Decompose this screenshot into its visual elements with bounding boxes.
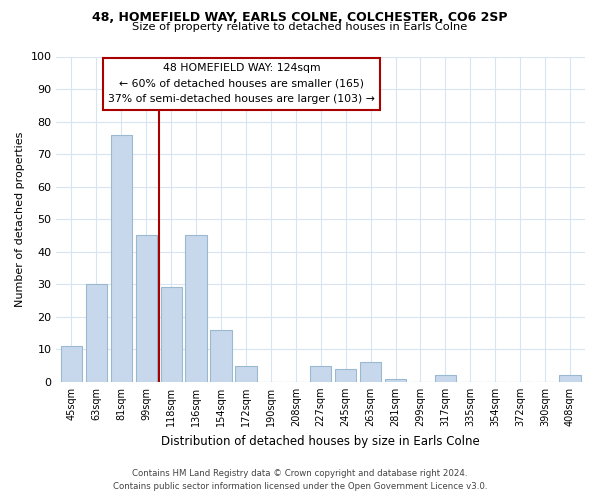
Bar — [110, 134, 132, 382]
Bar — [61, 346, 82, 382]
Bar — [360, 362, 381, 382]
Text: Size of property relative to detached houses in Earls Colne: Size of property relative to detached ho… — [133, 22, 467, 32]
Bar — [385, 378, 406, 382]
Bar — [335, 369, 356, 382]
Bar — [161, 288, 182, 382]
Bar — [559, 376, 581, 382]
Text: 48 HOMEFIELD WAY: 124sqm
← 60% of detached houses are smaller (165)
37% of semi-: 48 HOMEFIELD WAY: 124sqm ← 60% of detach… — [108, 63, 375, 104]
Bar — [235, 366, 257, 382]
Bar — [211, 330, 232, 382]
Y-axis label: Number of detached properties: Number of detached properties — [15, 132, 25, 307]
X-axis label: Distribution of detached houses by size in Earls Colne: Distribution of detached houses by size … — [161, 434, 480, 448]
Text: 48, HOMEFIELD WAY, EARLS COLNE, COLCHESTER, CO6 2SP: 48, HOMEFIELD WAY, EARLS COLNE, COLCHEST… — [92, 11, 508, 24]
Text: Contains HM Land Registry data © Crown copyright and database right 2024.
Contai: Contains HM Land Registry data © Crown c… — [113, 469, 487, 491]
Bar — [86, 284, 107, 382]
Bar — [136, 236, 157, 382]
Bar — [310, 366, 331, 382]
Bar — [435, 376, 456, 382]
Bar — [185, 236, 206, 382]
